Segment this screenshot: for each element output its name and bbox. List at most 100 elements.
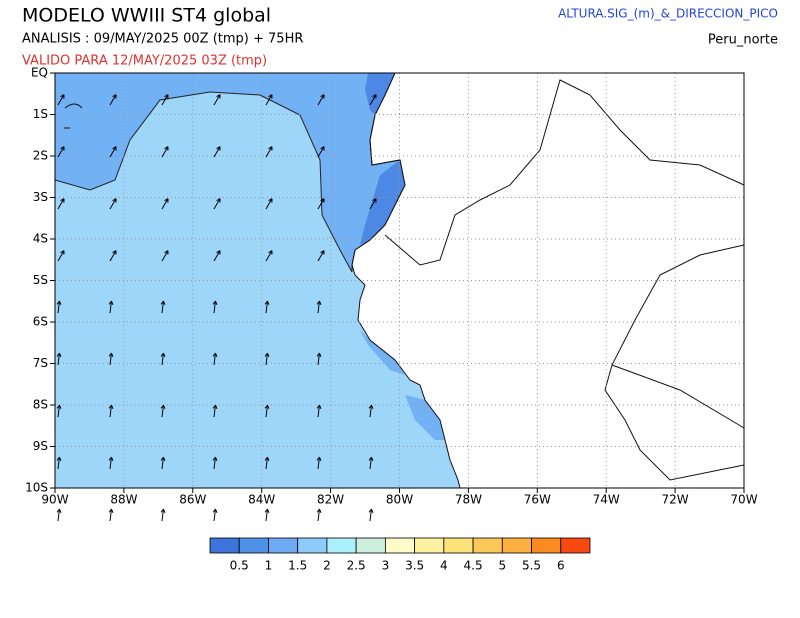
colorbar-label: 4.5 bbox=[464, 559, 483, 573]
ocean-dark bbox=[360, 73, 405, 245]
colorbar-swatch bbox=[355, 537, 386, 554]
arrow bbox=[56, 456, 62, 470]
colorbar-label: 1.5 bbox=[288, 559, 307, 573]
arrow bbox=[56, 300, 62, 314]
arrow bbox=[213, 146, 221, 158]
y-tick-label: 1S bbox=[33, 107, 48, 121]
colorbar-label: 5.5 bbox=[522, 559, 541, 573]
y-tick-label: 5S bbox=[33, 273, 48, 287]
arrow bbox=[160, 352, 166, 366]
arrow bbox=[161, 198, 169, 210]
arrow bbox=[56, 352, 62, 366]
colorbar-swatch bbox=[472, 537, 503, 554]
x-tick-label: 76W bbox=[524, 493, 551, 507]
direction-arrows bbox=[56, 94, 377, 522]
colorbar-label: 3 bbox=[382, 559, 390, 573]
arrow bbox=[212, 456, 218, 470]
arrow bbox=[109, 198, 117, 210]
colorbar-swatch bbox=[531, 537, 562, 554]
arrow bbox=[160, 300, 166, 314]
arrow bbox=[160, 508, 166, 522]
arrow bbox=[212, 404, 218, 418]
colorbar-swatch bbox=[443, 537, 474, 554]
colorbar-swatch bbox=[560, 537, 591, 554]
arrow bbox=[264, 352, 270, 366]
arrow bbox=[160, 404, 166, 418]
colorbar-label: 2.5 bbox=[347, 559, 366, 573]
arrow bbox=[57, 198, 65, 210]
arrow bbox=[368, 404, 374, 418]
arrow bbox=[317, 94, 325, 106]
colorbar-swatch bbox=[209, 537, 240, 554]
colorbar-label: 4 bbox=[440, 559, 448, 573]
arrow bbox=[369, 94, 377, 106]
graticule bbox=[55, 73, 744, 488]
arrow bbox=[316, 352, 322, 366]
arrow bbox=[317, 198, 325, 210]
x-tick-label: 78W bbox=[455, 493, 482, 507]
arrow bbox=[316, 508, 322, 522]
arrow bbox=[161, 146, 169, 158]
x-tick-label: 82W bbox=[317, 493, 344, 507]
arrow bbox=[57, 146, 65, 158]
y-tick-label: 8S bbox=[33, 398, 48, 412]
y-tick-label: 9S bbox=[33, 439, 48, 453]
arrow bbox=[161, 94, 169, 106]
arrow bbox=[108, 300, 114, 314]
y-tick-label: 10S bbox=[25, 481, 48, 495]
arrow bbox=[212, 300, 218, 314]
x-tick-label: 84W bbox=[248, 493, 275, 507]
arrow bbox=[56, 508, 62, 522]
ocean-coastal bbox=[360, 330, 445, 440]
arrow bbox=[316, 404, 322, 418]
y-tick-label: 2S bbox=[33, 149, 48, 163]
arrow bbox=[56, 404, 62, 418]
region: Peru_norte bbox=[708, 33, 778, 48]
x-tick-label: 70W bbox=[730, 493, 757, 507]
map-area bbox=[54, 72, 745, 522]
title: MODELO WWIII ST4 global bbox=[22, 5, 271, 27]
y-tick-label: 4S bbox=[33, 232, 48, 246]
arrow bbox=[317, 146, 325, 158]
arrow bbox=[160, 456, 166, 470]
arrow bbox=[57, 94, 65, 106]
colorbar-label: 6 bbox=[557, 559, 565, 573]
x-tick-label: 74W bbox=[593, 493, 620, 507]
arrow bbox=[316, 300, 322, 314]
arrow bbox=[264, 508, 270, 522]
colorbar-swatch bbox=[384, 537, 416, 554]
arrow bbox=[264, 456, 270, 470]
colorbar-swatch bbox=[501, 537, 532, 554]
y-tick-label: 6S bbox=[33, 315, 48, 329]
y-tick-label: 7S bbox=[33, 356, 48, 370]
colorbar-label: 5 bbox=[498, 559, 506, 573]
colorbar-swatch bbox=[297, 537, 328, 554]
arrow bbox=[317, 250, 325, 262]
arrow bbox=[264, 404, 270, 418]
arrow bbox=[212, 508, 218, 522]
arrow bbox=[265, 250, 273, 262]
arrow bbox=[108, 508, 114, 522]
y-tick-label: EQ bbox=[31, 66, 48, 80]
colorbar-label: 2 bbox=[323, 559, 331, 573]
arrow bbox=[212, 352, 218, 366]
arrow bbox=[109, 250, 117, 262]
arrow bbox=[213, 94, 221, 106]
valid-time: VALIDO PARA 12/MAY/2025 03Z (tmp) bbox=[22, 54, 267, 69]
analysis: ANALISIS : 09/MAY/2025 00Z (tmp) + 75HR bbox=[22, 32, 303, 47]
x-tick-label: 90W bbox=[41, 493, 68, 507]
islands bbox=[64, 103, 83, 129]
x-tick-label: 86W bbox=[179, 493, 206, 507]
arrow bbox=[108, 352, 114, 366]
arrow bbox=[265, 198, 273, 210]
colorbar-swatch bbox=[268, 537, 299, 554]
arrow bbox=[368, 508, 374, 522]
arrow bbox=[108, 456, 114, 470]
arrow bbox=[213, 198, 221, 210]
y-tick-label: 3S bbox=[33, 190, 48, 204]
colorbar-swatch bbox=[326, 537, 357, 554]
x-tick-label: 88W bbox=[110, 493, 137, 507]
arrow bbox=[213, 250, 221, 262]
arrow bbox=[108, 404, 114, 418]
